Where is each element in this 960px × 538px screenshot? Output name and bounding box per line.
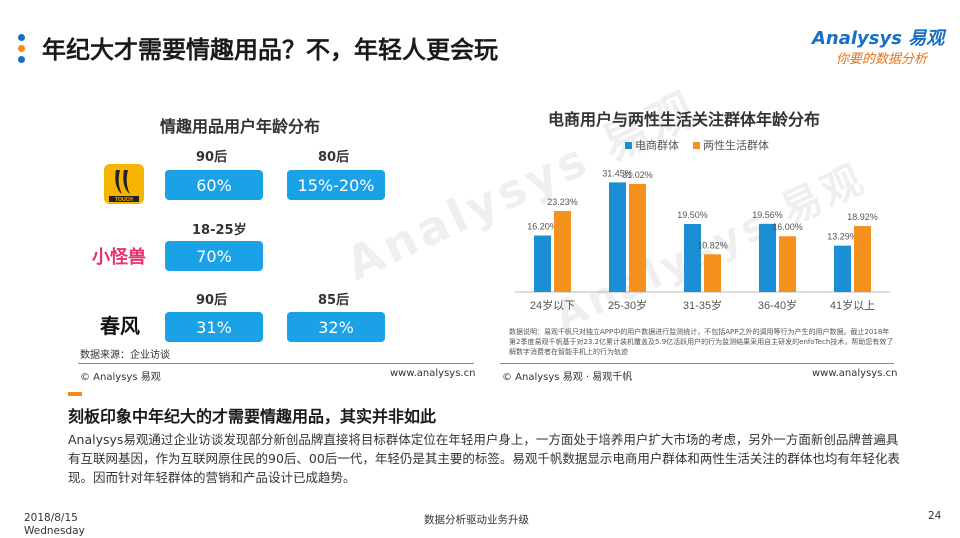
x-tick-label: 41岁以上: [830, 298, 875, 312]
age-share-pill: 15%-20%: [287, 170, 385, 200]
data-label: 10.82%: [697, 240, 728, 250]
data-label: 31.45%: [602, 168, 633, 178]
x-tick-label: 36-40岁: [758, 298, 797, 312]
age-label-85: 85后: [318, 293, 350, 308]
bar-sexual-wellness: [554, 211, 571, 292]
accent-bar: [68, 392, 82, 396]
data-label: 23.23%: [547, 197, 578, 207]
age-label-90: 90后: [196, 293, 228, 308]
bar-ecommerce: [834, 245, 851, 292]
analysys-logo: Analysys 易观 你要的数据分析: [812, 24, 952, 72]
left-panel-title: 情趣用品用户年龄分布: [160, 117, 321, 136]
bar-sexual-wellness: [854, 226, 871, 292]
bar-sexual-wellness: [629, 183, 646, 292]
title-dots-decoration: [18, 34, 30, 64]
data-label: 19.56%: [752, 210, 783, 220]
data-source-note: 数据来源：企业访谈: [80, 350, 170, 361]
legend-label: 两性生活群体: [703, 138, 769, 152]
x-tick-label: 24岁以下: [530, 298, 575, 312]
age-share-pill: 32%: [287, 312, 385, 342]
data-label: 16.20%: [527, 222, 558, 232]
body-paragraph: Analysys易观通过企业访谈发现部分新创品牌直接将目标群体定位在年轻用户身上…: [68, 432, 900, 485]
copyright: © Analysys 易观 · 易观千帆: [502, 372, 633, 383]
divider: [78, 363, 474, 364]
website-link[interactable]: www.analysys.cn: [812, 368, 898, 379]
data-label: 19.50%: [677, 210, 708, 220]
xiaoguaishou-logo: 小怪兽: [92, 247, 146, 268]
data-label: 18.92%: [847, 212, 878, 222]
x-tick-label: 25-30岁: [608, 298, 647, 312]
bar-chart: 电商群体 两性生活群体 16.20% 23.23% 24岁以下 31.45%31.02% 2…: [515, 138, 890, 312]
legend-swatch: [625, 142, 632, 149]
age-label-90: 90后: [196, 150, 228, 165]
date-block: 2018/8/15 Wednesday: [24, 512, 85, 538]
age-share-pill: 31%: [165, 312, 263, 342]
data-label: 13.29%: [827, 232, 858, 242]
page-number: 24: [928, 510, 942, 522]
date: 2018/8/15: [24, 512, 78, 524]
age-share-pill: 70%: [165, 241, 263, 271]
copyright: © Analysys 易观: [80, 372, 161, 383]
bar-ecommerce: [609, 182, 626, 292]
logo-main-text: Analysys 易观: [812, 28, 945, 49]
x-tick-label: 31-35岁: [683, 298, 722, 312]
chart-data-note: 数据说明：易观千帆只对独立APP中的用户数据进行监测统计，不包括APP之外的调用…: [509, 328, 894, 356]
bar-ecommerce: [759, 223, 776, 292]
svg-text:TOUCH: TOUCH: [115, 197, 133, 203]
age-share-pill: 60%: [165, 170, 263, 200]
legend-swatch: [693, 142, 700, 149]
divider: [500, 363, 894, 364]
age-label-80: 80后: [318, 150, 350, 165]
bar-sexual-wellness: [779, 236, 796, 292]
logo-tagline: 你要的数据分析: [836, 52, 928, 67]
legend-label: 电商群体: [635, 138, 679, 152]
weekday: Wednesday: [24, 525, 85, 537]
bar-ecommerce: [534, 235, 551, 292]
website-link[interactable]: www.analysys.cn: [390, 368, 476, 379]
data-label: 31.02%: [622, 170, 653, 180]
section-heading: 刻板印象中年纪大的才需要情趣用品，其实并非如此: [68, 407, 437, 426]
page-title: 年纪大才需要情趣用品？不，年轻人更会玩: [42, 36, 498, 64]
banana-logo: TOUCH: [104, 164, 144, 204]
chunfeng-logo: 春风: [100, 314, 140, 338]
bar-ecommerce: [684, 224, 701, 292]
age-label-18-25: 18-25岁: [192, 223, 247, 238]
chart-title: 电商用户与两性生活关注群体年龄分布: [548, 110, 821, 129]
footer-slogan: 数据分析驱动业务升级: [424, 514, 529, 526]
bar-sexual-wellness: [704, 254, 721, 292]
data-label: 16.00%: [772, 222, 803, 232]
